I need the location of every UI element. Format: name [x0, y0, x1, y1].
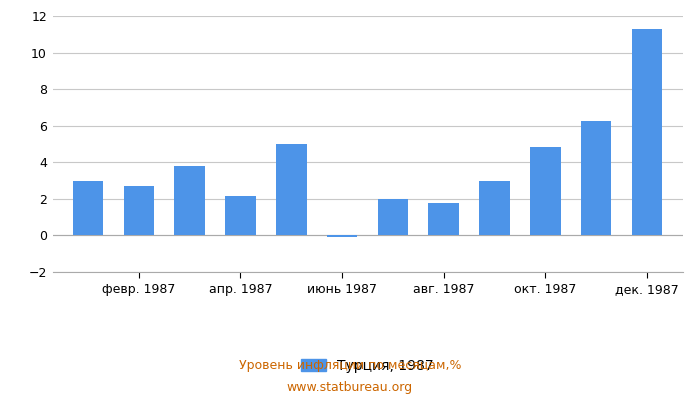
Bar [581, 121, 611, 236]
Bar [378, 199, 408, 236]
Bar [428, 204, 459, 236]
Bar [276, 144, 307, 236]
Bar [73, 180, 104, 236]
Bar [631, 29, 662, 236]
Bar [225, 196, 256, 236]
Text: Уровень инфляции по месяцам,%: Уровень инфляции по месяцам,% [239, 360, 461, 372]
Bar [530, 147, 561, 236]
Bar [327, 236, 357, 237]
Legend: Турция, 1987: Турция, 1987 [301, 358, 434, 372]
Bar [480, 182, 510, 236]
Text: www.statbureau.org: www.statbureau.org [287, 382, 413, 394]
Bar [124, 186, 154, 236]
Bar [174, 166, 205, 236]
